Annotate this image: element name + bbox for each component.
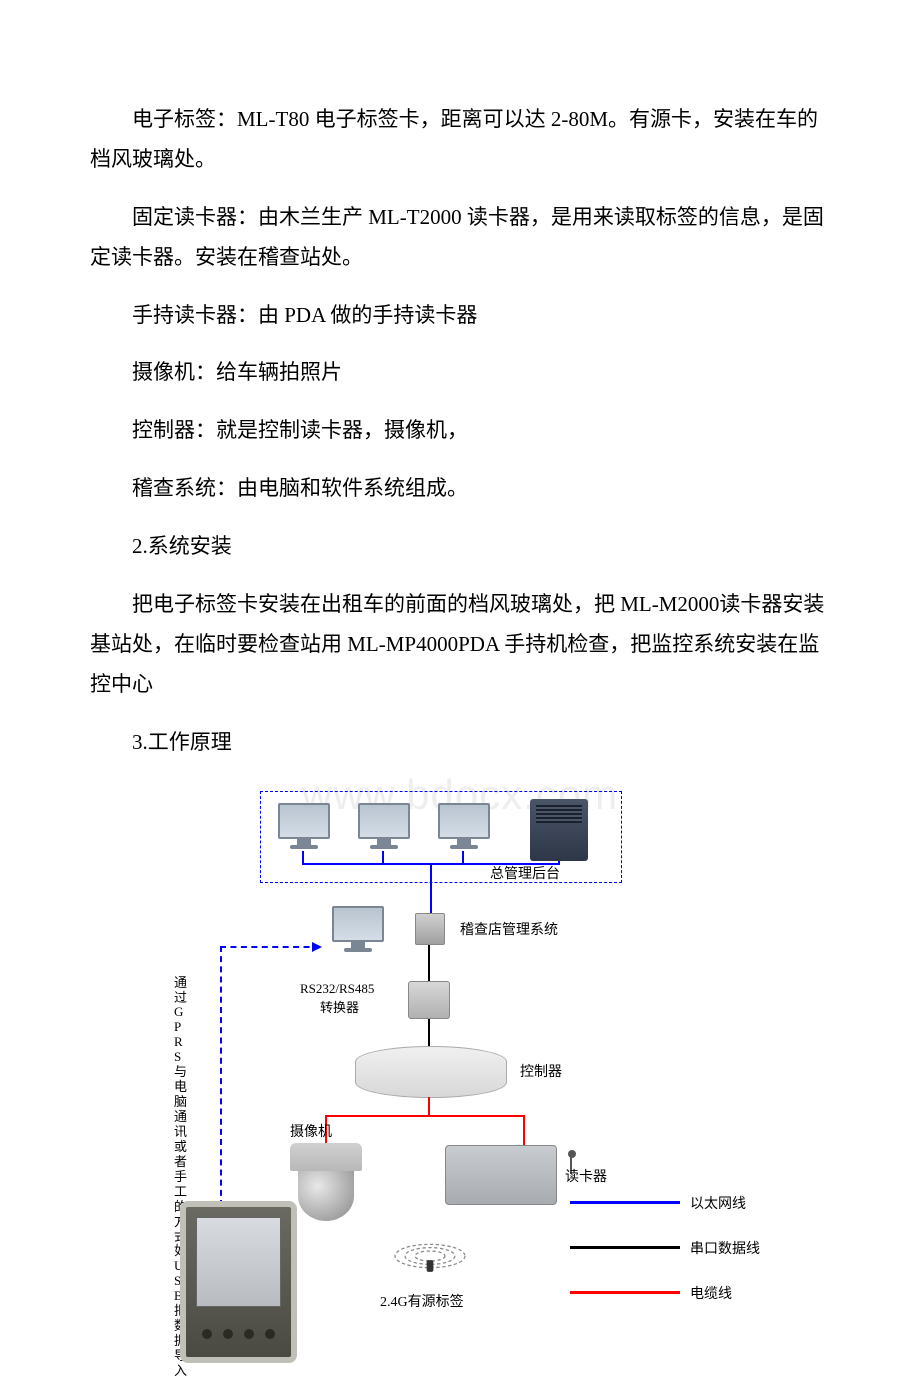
legend-ethernet-line [570, 1201, 680, 1204]
controller-label: 控制器 [520, 1061, 562, 1081]
ethernet-line [382, 851, 384, 863]
backend-label: 总管理后台 [490, 863, 560, 883]
monitor-icon [332, 906, 384, 952]
gprs-link-line [220, 946, 222, 1206]
rfid-signal-icon [385, 1231, 475, 1281]
heading-principle: 3.工作原理 [90, 723, 830, 763]
paragraph-fixed-reader: 固定读卡器：由木兰生产 ML-T2000 读卡器，是用来读取标签的信息，是固定读… [90, 198, 830, 278]
converter-label-2: 转换器 [320, 997, 359, 1016]
ethernet-line [302, 851, 304, 863]
legend-serial-line [570, 1246, 680, 1249]
pda-icon [180, 1201, 297, 1363]
paragraph-handheld: 手持读卡器：由 PDA 做的手持读卡器 [90, 296, 830, 336]
reader-icon [445, 1145, 557, 1205]
controller-icon [355, 1046, 507, 1098]
server-icon [530, 799, 588, 861]
gprs-link-arrow [220, 946, 320, 948]
heading-install: 2.系统安装 [90, 527, 830, 567]
reader-label: 读卡器 [565, 1166, 607, 1186]
monitor-icon [438, 803, 490, 849]
device-box-icon [415, 913, 445, 945]
monitor-icon [278, 803, 330, 849]
serial-line [428, 1019, 430, 1047]
cable-line [523, 1115, 525, 1145]
legend-serial-label: 串口数据线 [690, 1238, 760, 1258]
camera-label: 摄像机 [290, 1121, 332, 1141]
document-page: 电子标签：ML-T80 电子标签卡，距离可以达 2-80M。有源卡，安装在车的档… [0, 0, 920, 1391]
camera-icon [290, 1143, 362, 1223]
paragraph-tag: 电子标签：ML-T80 电子标签卡，距离可以达 2-80M。有源卡，安装在车的档… [90, 100, 830, 180]
inspection-system-label: 稽查店管理系统 [460, 919, 558, 939]
cable-line [325, 1115, 525, 1117]
paragraph-camera: 摄像机：给车辆拍照片 [90, 353, 830, 393]
system-diagram: www.bdocx.com 总管理后台 稽查店管理系统 RS232/RS485 … [160, 781, 760, 1351]
cable-line [428, 1097, 430, 1115]
paragraph-install: 把电子标签卡安装在出租车的前面的档风玻璃处，把 ML-M2000读卡器安装基站处… [90, 585, 830, 705]
tag-label: 2.4G有源标签 [380, 1291, 464, 1311]
serial-line [428, 945, 430, 983]
legend-cable-line [570, 1291, 680, 1294]
legend-ethernet-label: 以太网线 [690, 1193, 746, 1213]
converter-icon [408, 981, 450, 1019]
ethernet-line [462, 851, 464, 863]
converter-label-1: RS232/RS485 [300, 981, 374, 997]
legend-cable-label: 电缆线 [690, 1283, 732, 1303]
paragraph-inspection: 稽查系统：由电脑和软件系统组成。 [90, 469, 830, 509]
monitor-icon [358, 803, 410, 849]
paragraph-controller: 控制器：就是控制读卡器，摄像机， [90, 411, 830, 451]
